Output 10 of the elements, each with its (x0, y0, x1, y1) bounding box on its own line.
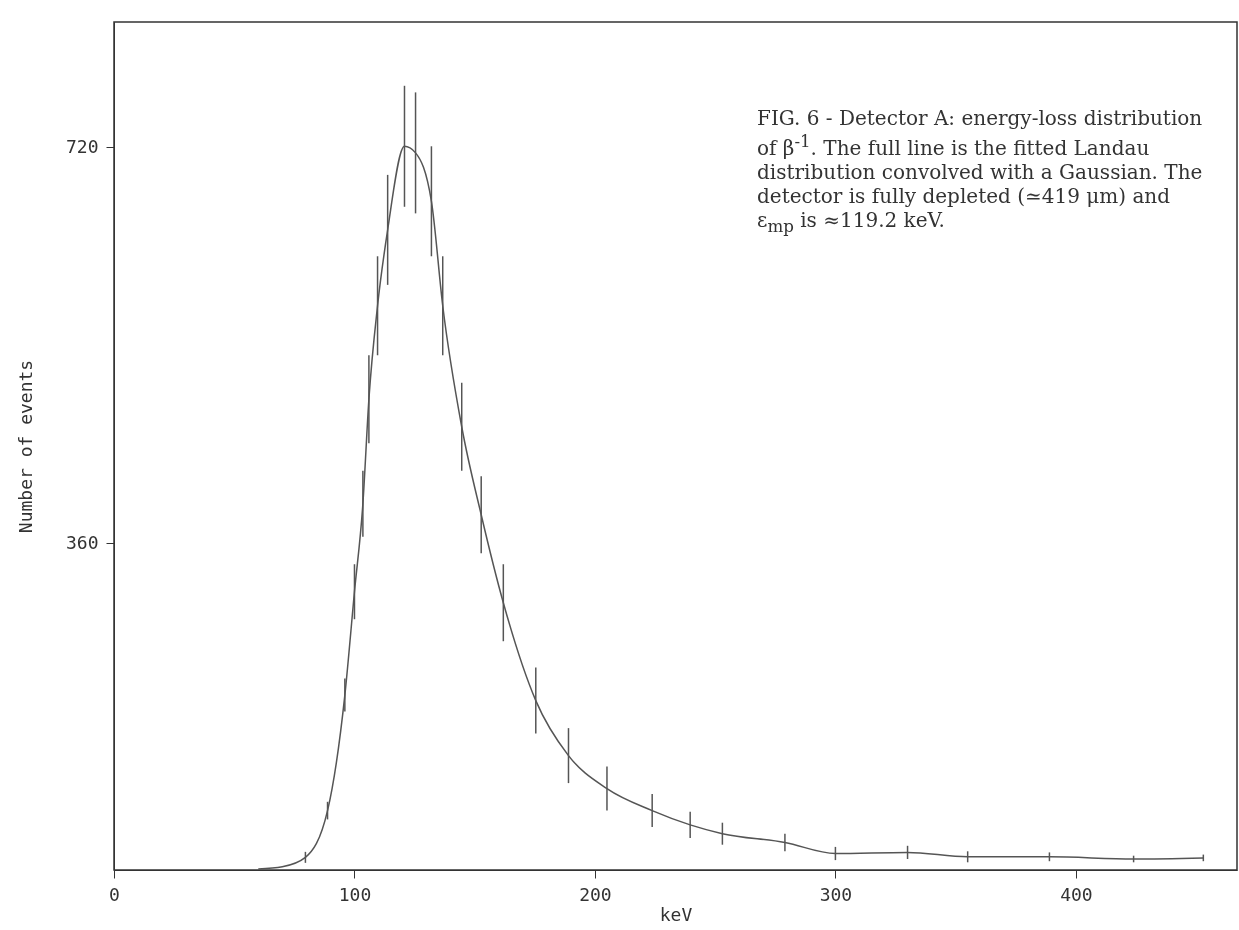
y-tick-label: 720 (65, 135, 99, 157)
x-tick-label: 400 (1060, 883, 1093, 905)
y-axis-title: Number of events (14, 359, 36, 534)
x-axis-title: keV (659, 903, 693, 925)
x-tick-label: 100 (338, 883, 372, 905)
x-tick-label: 300 (819, 883, 853, 905)
x-tick-label: 200 (579, 883, 612, 905)
x-tick-label: 0 (109, 883, 120, 905)
y-tick-label: 360 (65, 531, 99, 553)
text: FIG. 6 - Detector A: energy-loss distribution of β$^{-1}$. The full line is the fitted Landau distribution convolved with a Gaussian. The detector is fully depleted (≃419 μm) and ε$_{mp}$ is ≈119.2 keV. (757, 106, 1203, 236)
